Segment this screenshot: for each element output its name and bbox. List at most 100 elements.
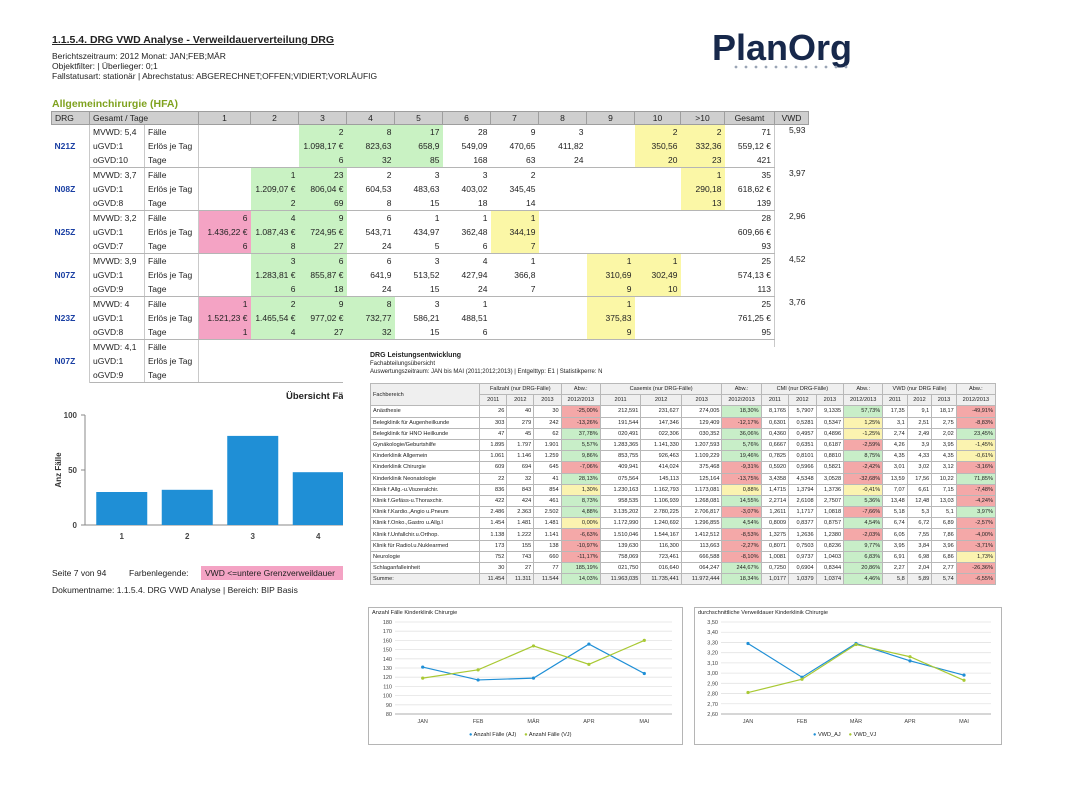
drg-cell: 2 (250, 196, 299, 211)
drg-metric-label: Fälle (144, 124, 199, 139)
drg-cell: 724,95 € (298, 225, 347, 239)
line-ytick-label: 140 (383, 657, 392, 663)
department-cell: 6,61 (906, 483, 933, 496)
department-cell: 45 (506, 427, 535, 440)
drg-cell: 139 (724, 196, 775, 211)
department-cell: 9,86% (560, 450, 601, 463)
drg-cell: 27 (298, 239, 347, 254)
drg-metric-label: Tage (144, 282, 199, 297)
drg-cell: 3 (578, 127, 584, 137)
year-header: 2012 (788, 394, 817, 407)
department-cell: 2,02 (931, 427, 957, 440)
department-cell: 3,4358 (760, 472, 790, 485)
department-cell: 1.481 (506, 517, 535, 530)
department-cell: 3.135,202 (599, 506, 642, 519)
drg-code: N23Z (51, 296, 90, 340)
department-cell: 1.510,046 (599, 528, 642, 541)
department-cell: 3,97% (955, 506, 997, 519)
department-cell: 424 (506, 494, 535, 508)
line-series (747, 642, 965, 678)
department-cell: 843 (506, 483, 535, 496)
department-cell: 32 (506, 472, 535, 485)
department-cell: 414,024 (640, 461, 682, 474)
bar-ytick-label: 100 (64, 411, 78, 420)
drg-metric-label: Fälle (144, 167, 199, 182)
meta-line-status: Fallstatusart: stationär | Abrechstatus:… (52, 71, 378, 81)
line-ytick-label: 160 (383, 638, 392, 644)
drg-cell: 15 (394, 196, 443, 211)
drg-cell (587, 211, 635, 226)
department-cell: 8,75% (843, 450, 884, 463)
year-header: 2013 (815, 394, 845, 407)
drg-cell: 8 (346, 196, 395, 211)
drg-cell (539, 254, 587, 269)
year-header: 2012/2013 (560, 394, 601, 407)
drg-cell: 14 (490, 196, 539, 211)
department-cell: -2,03% (843, 528, 884, 541)
line-point (642, 671, 646, 676)
department-cell: 26 (478, 405, 508, 418)
drg-header-10: 9 (586, 111, 635, 125)
department-cell: 2.363 (506, 506, 535, 519)
line-point (587, 642, 591, 646)
line-xtick-label: APR (583, 719, 594, 725)
department-cell: 1,25% (843, 416, 884, 429)
report-title: 1.1.5.4. DRG VWD Analyse - Verweildauerv… (52, 34, 335, 46)
drg-row: N08Z MVWD: 3,7 Fälle 1 23 2 3 3 2 1 35 3,97 (51, 167, 809, 211)
department-cell: 1,73% (955, 550, 997, 564)
department-cell: -8,53% (721, 528, 762, 541)
line-xtick-label: MÄR (850, 718, 862, 725)
line-xtick-label: JAN (743, 719, 753, 725)
department-cell: 8,1765 (760, 405, 790, 418)
drg-row: uGVD:1 Erlös je Tag 1.436,22 €1.087,43 €72… (52, 225, 809, 239)
line-point (476, 678, 480, 682)
department-cell: 461 (533, 494, 562, 508)
drg-cell: 350,56 (634, 139, 681, 153)
drg-cell: 470,65 (509, 141, 536, 151)
department-cell: 666,588 (680, 550, 723, 564)
department-cell: -8,10% (721, 550, 762, 564)
department-cell: 139,630 (599, 539, 642, 552)
department-name: Klinik f.Gefäss-u.Thoraxchir. (370, 494, 480, 508)
year-header: 2012/2013 (721, 394, 762, 407)
drg-cell: 488,51 (461, 313, 488, 323)
drg-row: uGVD:1 Erlös je Tag 1.283,81 €855,87 € 641,… (52, 268, 809, 282)
drg-cell (539, 225, 587, 239)
department-cell: 11.454 (478, 573, 508, 586)
department-cell: 0,7250 (760, 561, 790, 575)
drg-cell: 9 (586, 282, 635, 297)
department-cell: 14,03% (560, 573, 601, 586)
drg-cell (586, 239, 635, 254)
department-cell: 242 (533, 416, 562, 429)
drg-info: MVWD: 3,9 (89, 253, 145, 268)
bar-mark (292, 472, 344, 525)
drg-cell: 855,87 € (298, 268, 347, 282)
department-cell: 2,6108 (788, 494, 817, 508)
department-cell: 1,2380 (815, 528, 845, 541)
line-ytick-label: 2,90 (707, 681, 718, 687)
drg-row: oGVD:8 Tage 1 4 27 32 15 6 9 95 (52, 325, 809, 340)
drg-info: uGVD:1 (89, 182, 145, 196)
drg-vwd: 3,97 (788, 167, 806, 178)
department-cell: 1,0818 (815, 506, 845, 519)
department-cell: -2,27% (721, 539, 762, 552)
drg-cell: 434,97 (413, 227, 440, 237)
drg-cell (539, 182, 587, 196)
drg-cell (681, 297, 725, 312)
department-cell: 694 (506, 461, 535, 474)
drg-cell: 1 (586, 296, 635, 311)
department-row: Schlaganfalleinheit 30 27 77 185,19% 021,750 0… (370, 561, 997, 575)
department-cell: 6,86 (931, 550, 957, 564)
department-cell: 016,640 (640, 561, 682, 575)
department-cell: 021,750 (599, 561, 642, 575)
drg-cell (681, 268, 725, 282)
department-cell: 244,67% (721, 561, 762, 575)
department-cell: 0,8344 (815, 561, 845, 575)
drg-cell: 93 (724, 239, 775, 254)
drg-cell: 559,12 € (724, 139, 775, 153)
line-chart-cases-panel: Anzahl Fälle Kinderklinik Chirurgie 80 90… (368, 607, 683, 745)
line-xtick-label: MAI (959, 719, 969, 725)
department-cell: 752 (478, 550, 508, 564)
department-cell: 9,1335 (815, 405, 845, 418)
department-cell: 5,57% (560, 438, 601, 452)
